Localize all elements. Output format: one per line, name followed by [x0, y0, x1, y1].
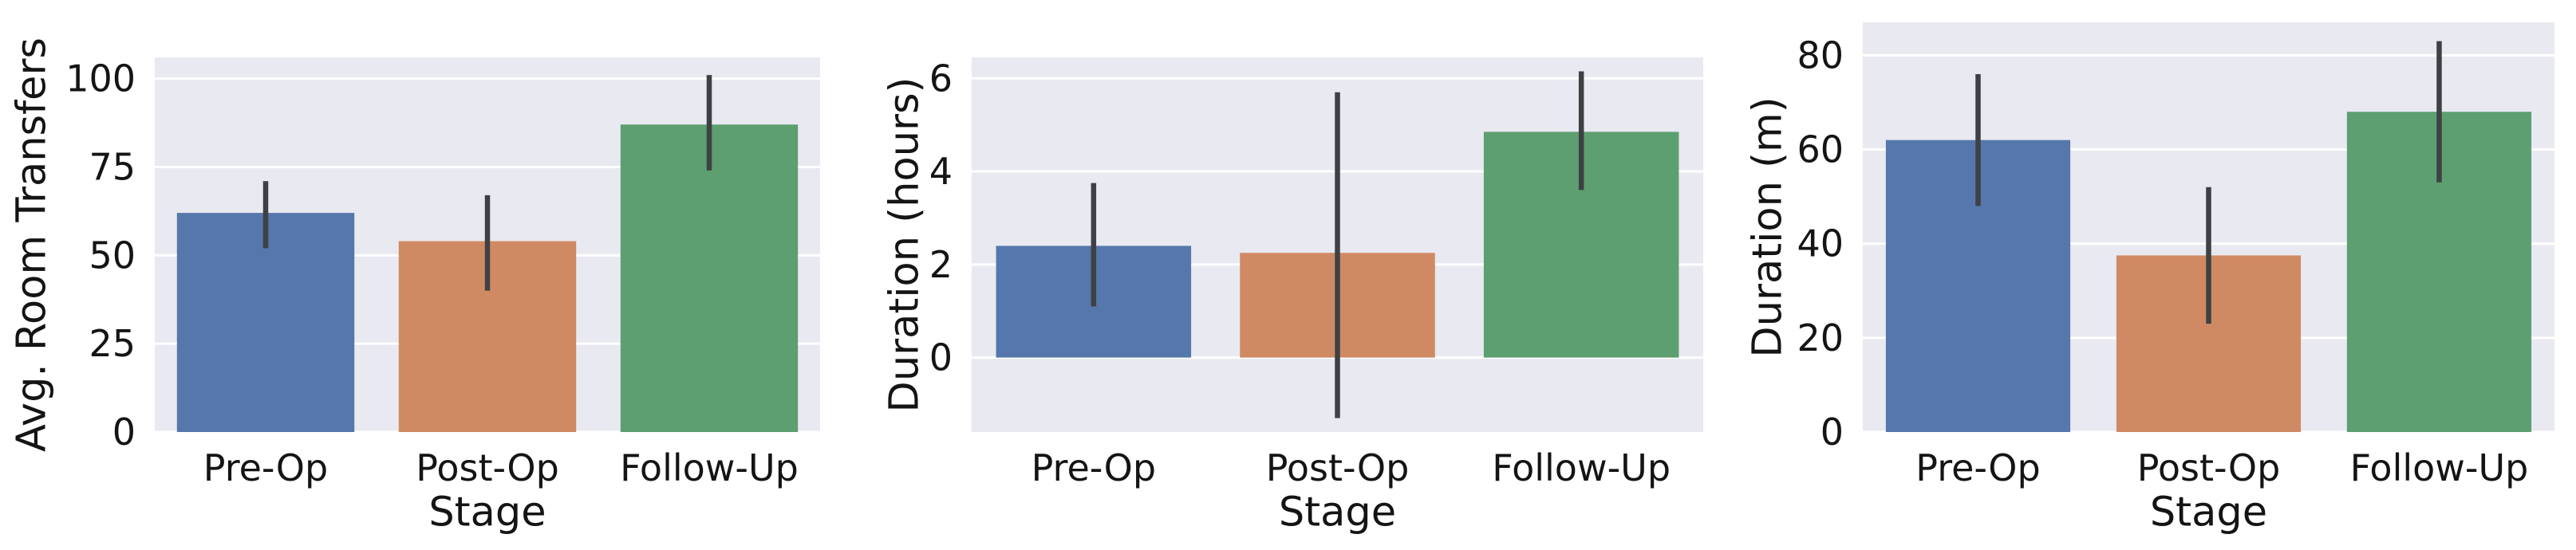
- y-tick-label: 60: [1797, 128, 1844, 171]
- x-tick-label-post-op: Post-Op: [1266, 446, 1410, 489]
- bar-follow-up: [620, 124, 799, 432]
- x-tick-label-post-op: Post-Op: [416, 446, 559, 489]
- x-axis-label: Stage: [428, 489, 546, 536]
- x-tick-label-pre-op: Pre-Op: [1915, 446, 2040, 489]
- x-axis-label: Stage: [1279, 489, 1396, 536]
- y-axis-label: Duration (m): [1745, 96, 1792, 357]
- bar-chart-duration-hours: 0 2 4 6 Pre-Op Post-Op Follow-Up Duration (hour…: [858, 0, 1717, 550]
- y-tick-label: 4: [929, 150, 953, 193]
- chart-canvas: 0 25 50 75 100 Pre-Op Post-Op Follow-Up Avg. Roo…: [9, 37, 820, 536]
- y-tick-label: 20: [1797, 316, 1844, 359]
- y-tick-label: 2: [929, 243, 953, 286]
- chart-canvas: 0 20 40 60 80 Pre-Op Post-Op Follow-Up Duration …: [1745, 22, 2554, 536]
- y-tick-label: 0: [1821, 411, 1844, 454]
- y-tick-label: 50: [89, 234, 136, 277]
- x-tick-label-follow-up: Follow-Up: [2350, 446, 2529, 489]
- y-tick-label: 40: [1797, 222, 1844, 265]
- x-tick-label-pre-op: Pre-Op: [203, 446, 328, 489]
- y-tick-label: 80: [1797, 33, 1844, 77]
- y-tick-label: 25: [89, 322, 136, 365]
- y-axis-label: Duration (hours): [882, 77, 929, 413]
- y-tick-label: 6: [929, 57, 953, 100]
- y-tick-label: 0: [112, 411, 136, 454]
- x-tick-label-post-op: Post-Op: [2137, 446, 2281, 489]
- y-tick-label: 0: [929, 336, 953, 379]
- x-axis-label: Stage: [2150, 489, 2267, 536]
- y-tick-label: 75: [89, 145, 136, 188]
- y-tick-label: 100: [65, 57, 136, 100]
- chart-canvas: 0 2 4 6 Pre-Op Post-Op Follow-Up Duration (hour…: [882, 57, 1703, 536]
- bar-chart-avg-room-transfers: 0 25 50 75 100 Pre-Op Post-Op Follow-Up Avg. Roo…: [0, 0, 858, 550]
- x-tick-label-pre-op: Pre-Op: [1032, 446, 1156, 489]
- x-tick-label-follow-up: Follow-Up: [1492, 446, 1671, 489]
- bar-pre-op: [176, 213, 355, 432]
- bar-chart-duration-minutes: 0 20 40 60 80 Pre-Op Post-Op Follow-Up Duration …: [1717, 0, 2576, 550]
- y-axis-label: Avg. Room Transfers: [9, 37, 56, 452]
- x-tick-label-follow-up: Follow-Up: [620, 446, 799, 489]
